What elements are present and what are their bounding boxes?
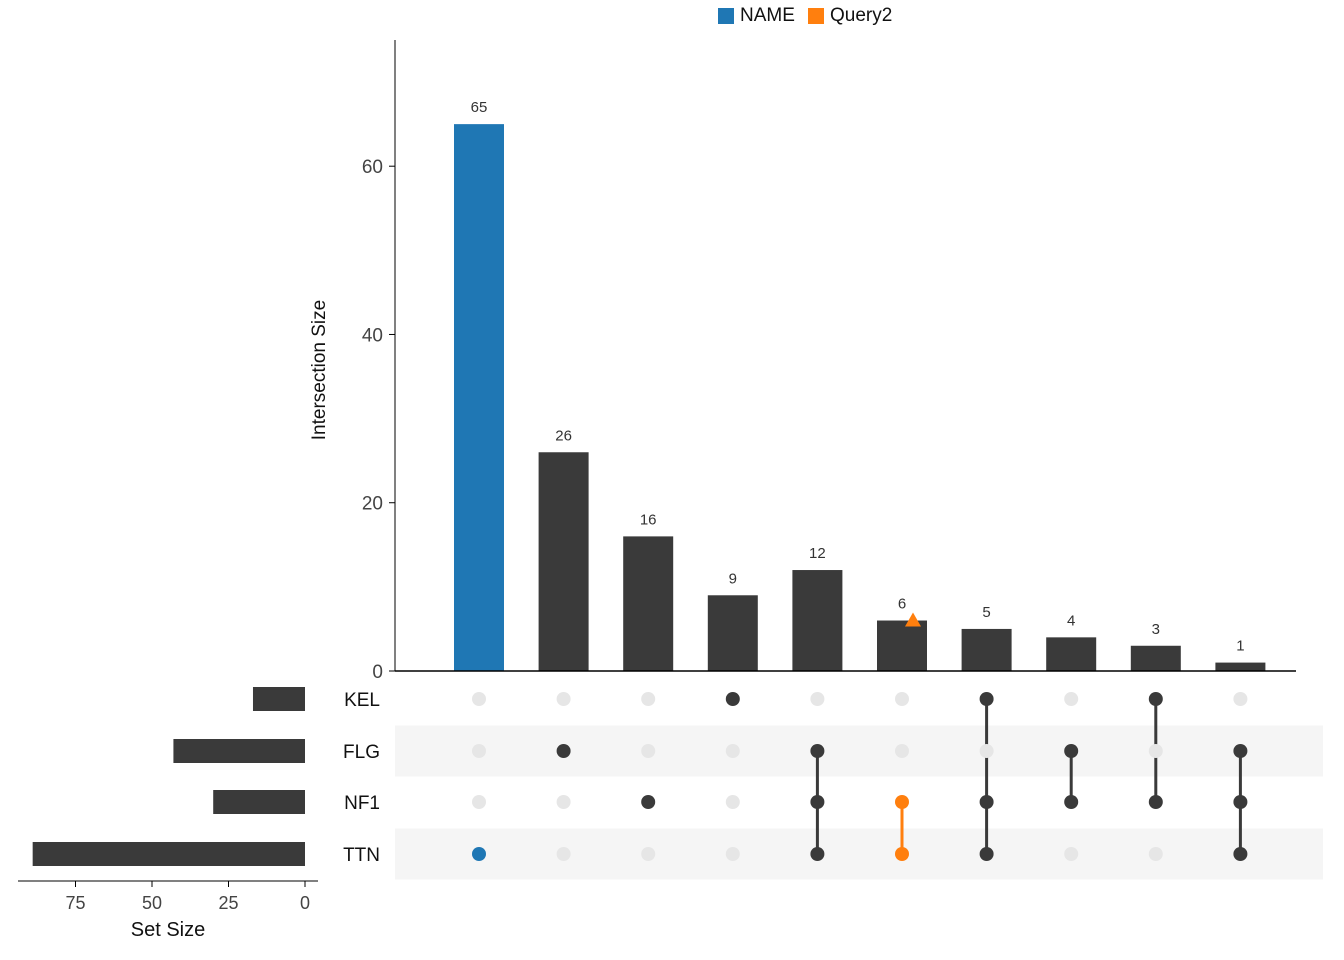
matrix-dot-2-ttn bbox=[556, 847, 571, 861]
legend-item-query2[interactable]: Query2 bbox=[808, 4, 892, 28]
intersection-bar-6[interactable] bbox=[877, 620, 927, 671]
matrix-dot-9-kel bbox=[1148, 692, 1163, 706]
set-label-nf1: NF1 bbox=[344, 793, 380, 814]
matrix-dot-5-flg bbox=[810, 744, 825, 758]
matrix-stripe-ttn bbox=[395, 828, 1323, 880]
set-size-tick-label-25: 25 bbox=[218, 893, 238, 913]
matrix-dot-7-nf1 bbox=[979, 795, 994, 809]
matrix-dot-1-kel bbox=[472, 692, 486, 706]
matrix-dot-4-flg bbox=[725, 744, 740, 758]
matrix-dot-9-nf1 bbox=[1148, 795, 1163, 809]
set-size-bar-flg[interactable] bbox=[173, 739, 305, 763]
legend-label-query2: Query2 bbox=[830, 5, 893, 26]
matrix-dot-2-nf1 bbox=[556, 795, 571, 809]
matrix-dot-9-ttn bbox=[1148, 847, 1163, 861]
legend: NAME Query2 bbox=[0, 4, 1344, 28]
intersection-bar-7[interactable] bbox=[961, 628, 1012, 671]
matrix-dot-3-kel bbox=[641, 692, 656, 706]
matrix-dot-3-flg bbox=[641, 744, 656, 758]
bar-value-label-6: 6 bbox=[898, 596, 906, 613]
matrix-dot-5-ttn bbox=[810, 847, 825, 861]
intersection-bar-4[interactable] bbox=[707, 595, 758, 671]
matrix-dot-3-nf1 bbox=[641, 795, 656, 809]
set-label-kel: KEL bbox=[344, 690, 380, 711]
set-labels: KEL FLG NF1 TTN bbox=[343, 690, 380, 866]
matrix-dot-4-ttn bbox=[725, 847, 740, 861]
legend-swatch-query2 bbox=[808, 8, 824, 24]
matrix-dot-10-nf1 bbox=[1233, 795, 1248, 809]
set-size-tick-label-50: 50 bbox=[142, 893, 162, 913]
bar-value-label-9: 3 bbox=[1152, 621, 1160, 638]
matrix-dot-8-nf1 bbox=[1064, 795, 1079, 809]
set-label-flg: FLG bbox=[343, 742, 380, 763]
matrix-dot-10-kel bbox=[1233, 692, 1248, 706]
matrix-dot-7-kel bbox=[979, 692, 994, 706]
matrix-dot-10-ttn bbox=[1233, 847, 1248, 861]
matrix-dot-10-flg bbox=[1233, 744, 1248, 758]
set-size-bar-ttn[interactable] bbox=[32, 842, 305, 866]
legend-swatch-name bbox=[718, 8, 734, 24]
intersection-bar-5[interactable] bbox=[792, 570, 843, 671]
query2-marker bbox=[905, 612, 921, 627]
bar-value-label-7: 5 bbox=[982, 604, 990, 621]
matrix-dot-8-flg bbox=[1064, 744, 1079, 758]
set-label-ttn: TTN bbox=[343, 845, 380, 866]
matrix-dot-1-flg bbox=[472, 744, 486, 758]
matrix-dot-3-ttn bbox=[641, 847, 656, 861]
matrix-dot-4-nf1 bbox=[725, 795, 740, 809]
y-tick-label-20: 20 bbox=[362, 494, 383, 515]
bar-value-label-8: 4 bbox=[1067, 612, 1075, 629]
intersection-y-axis: 0 20 40 60 bbox=[362, 40, 1296, 683]
matrix-dot-8-kel bbox=[1064, 692, 1079, 706]
legend-label-name: NAME bbox=[740, 5, 795, 26]
y-tick-label-0: 0 bbox=[372, 662, 383, 683]
set-matrix bbox=[472, 692, 1248, 861]
matrix-dot-5-nf1 bbox=[810, 795, 825, 809]
matrix-dot-6-nf1 bbox=[895, 795, 909, 809]
matrix-dot-1-ttn bbox=[472, 847, 486, 861]
y-tick-label-40: 40 bbox=[362, 325, 383, 346]
intersection-bar-2[interactable] bbox=[538, 452, 589, 671]
set-size-tick-label-0: 0 bbox=[300, 893, 310, 913]
legend-item-name[interactable]: NAME bbox=[718, 4, 795, 28]
set-size-bar-nf1[interactable] bbox=[213, 790, 305, 814]
set-size-bars: 75 50 25 0 bbox=[18, 687, 318, 913]
intersection-bar-3[interactable] bbox=[623, 536, 674, 671]
matrix-dot-5-kel bbox=[810, 692, 825, 706]
bar-value-label-3: 16 bbox=[640, 511, 657, 528]
bar-value-label-2: 26 bbox=[555, 427, 572, 444]
intersection-bar-8[interactable] bbox=[1046, 637, 1097, 671]
intersection-bar-10[interactable] bbox=[1215, 662, 1266, 671]
matrix-dot-8-ttn bbox=[1064, 847, 1079, 861]
intersection-bar-1[interactable] bbox=[454, 124, 504, 672]
matrix-dot-7-flg bbox=[979, 744, 994, 758]
y-axis-title: Intersection Size bbox=[309, 300, 330, 440]
bar-value-label-5: 12 bbox=[809, 545, 826, 562]
y-tick-label-60: 60 bbox=[362, 157, 383, 178]
intersection-bar-9[interactable] bbox=[1130, 645, 1181, 671]
matrix-row-stripes bbox=[395, 725, 1323, 880]
matrix-dot-1-nf1 bbox=[472, 795, 486, 809]
matrix-dot-6-flg bbox=[895, 744, 909, 758]
bar-value-label-1: 65 bbox=[471, 99, 488, 116]
set-size-tick-label-75: 75 bbox=[65, 893, 85, 913]
set-size-axis-title: Set Size bbox=[131, 919, 205, 941]
matrix-dot-7-ttn bbox=[979, 847, 994, 861]
matrix-dot-6-kel bbox=[895, 692, 909, 706]
bar-value-label-4: 9 bbox=[729, 570, 737, 587]
matrix-dot-6-ttn bbox=[895, 847, 909, 861]
matrix-dot-2-flg bbox=[556, 744, 571, 758]
bar-value-label-10: 1 bbox=[1236, 638, 1244, 655]
matrix-stripe-flg bbox=[395, 725, 1323, 777]
matrix-dot-4-kel bbox=[725, 692, 740, 706]
matrix-dot-9-flg bbox=[1148, 744, 1163, 758]
set-size-bar-kel[interactable] bbox=[252, 687, 305, 711]
matrix-dot-2-kel bbox=[556, 692, 571, 706]
